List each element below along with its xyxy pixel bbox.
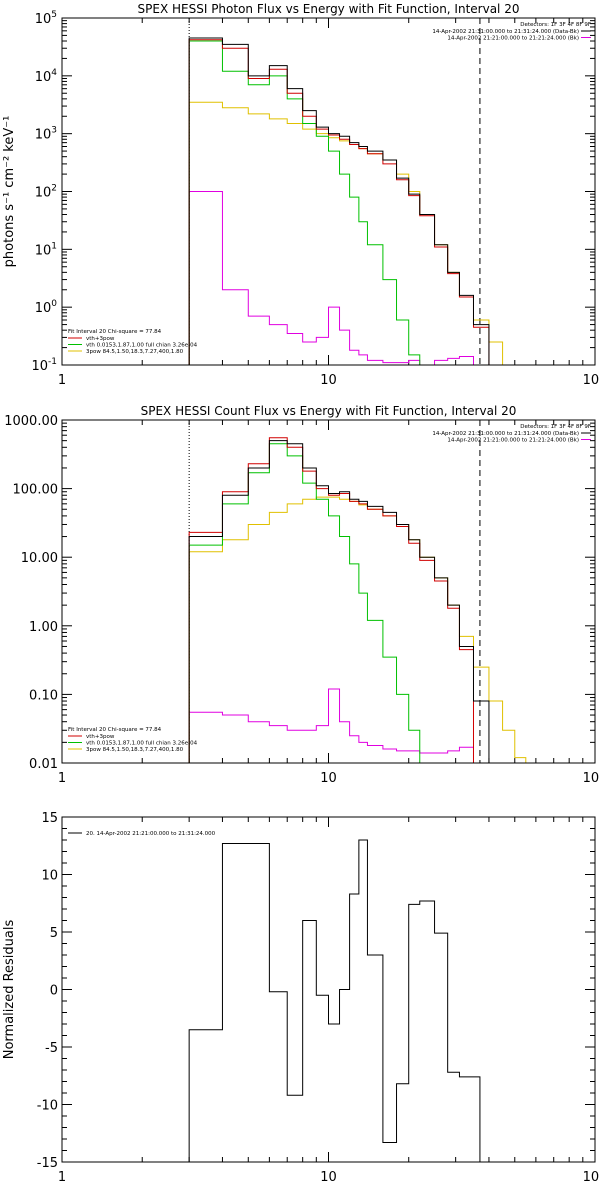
y-tick-label: 103 xyxy=(35,126,57,143)
legend-header-right: Detectors: 1F 3F 4F 8F 9F xyxy=(520,22,591,28)
legend-entry-left: vth+3pow xyxy=(86,336,115,342)
x-tick-label: 1 xyxy=(58,373,66,388)
legend-header-left: Fit Interval 20 Chi-square = 77.84 xyxy=(68,727,162,733)
chart-panel-2: SPEX HESSI Count Flux vs Energy with Fit… xyxy=(4,404,600,786)
y-tick-label: 0.10 xyxy=(29,688,58,703)
y-tick-label: 10.00 xyxy=(21,551,58,566)
series-group xyxy=(188,37,515,365)
y-tick-label: 10 xyxy=(41,869,58,884)
legend-entry-right: 14-Apr-2002 21:21:00.000 to 21:21:24.000… xyxy=(447,36,579,42)
chart-panel-1: SPEX HESSI Photon Flux vs Energy with Fi… xyxy=(2,2,600,388)
legend-entry-left: 20. 14-Apr-2002 21:21:00.000 to 21:31:24… xyxy=(86,831,216,837)
x-tick-label: 100 xyxy=(583,373,600,388)
legend-entry-left: vth+3pow xyxy=(86,734,115,740)
legend-entry-right: 14-Apr-2002 21:21:00.000 to 21:21:24.000… xyxy=(447,438,579,444)
series-line-1 xyxy=(188,839,481,1162)
x-tick-label: 1 xyxy=(58,1170,66,1185)
series-line-3 xyxy=(188,40,435,365)
x-tick-label: 10 xyxy=(320,373,337,388)
series-line-2 xyxy=(188,437,474,763)
y-tick-label: 100.00 xyxy=(13,483,59,498)
x-tick-label: 100 xyxy=(583,1170,600,1185)
y-tick-label: 15 xyxy=(41,811,58,826)
plot-frame xyxy=(61,17,596,366)
y-axis-label: Normalized Residuals xyxy=(2,920,17,1060)
x-tick-label: 10 xyxy=(320,771,337,786)
chart-title: SPEX HESSI Count Flux vs Energy with Fit… xyxy=(141,404,517,418)
legend-entry-left: vth 0.0153,1.87,1.00 full chian 3.26e-04 xyxy=(86,741,198,747)
legend-entry-right: 14-Apr-2002 21:31:00.000 to 21:31:24.000… xyxy=(432,29,579,35)
chart-panel-3: Normalized Residuals 1 10 100 -15 -10 -5 0 5 10 15… xyxy=(2,811,600,1185)
y-axis-label: photons s⁻¹ cm⁻² keV⁻¹ xyxy=(2,116,17,268)
y-tick-label: -5 xyxy=(45,1041,58,1056)
x-tick-label: 10 xyxy=(320,1170,337,1185)
series-line-5 xyxy=(188,191,474,365)
y-tick-label: 0.01 xyxy=(29,757,58,772)
legend-header-right: Detectors: 1F 3F 4F 8F 9F xyxy=(520,424,591,430)
series-line-4 xyxy=(188,496,527,763)
plot-frame xyxy=(61,816,596,1163)
x-tick-label: 1 xyxy=(58,771,66,786)
y-tick-label: -15 xyxy=(37,1156,58,1171)
y-tick-label: 5 xyxy=(50,926,58,941)
series-line-1 xyxy=(188,37,503,365)
y-tick-label: 1000.00 xyxy=(4,414,58,429)
x-tick-label: 100 xyxy=(583,771,600,786)
series-line-4 xyxy=(188,101,515,365)
series-line-3 xyxy=(188,443,435,763)
y-tick-label: 0 xyxy=(50,984,58,999)
legend-header-left: Fit Interval 20 Chi-square = 77.84 xyxy=(68,329,162,335)
y-tick-label: -10 xyxy=(37,1099,58,1114)
series-line-5 xyxy=(188,688,474,763)
legend-entry-left: 3pow 84.5,1.50,18.3,7.27,400,1.80 xyxy=(86,747,184,753)
y-tick-label: 1.00 xyxy=(29,620,58,635)
y-tick-label: 102 xyxy=(35,184,57,201)
y-tick-label: 10-1 xyxy=(31,357,57,374)
y-tick-label: 105 xyxy=(35,10,57,27)
plot-frame xyxy=(61,419,596,764)
y-tick-label: 101 xyxy=(35,241,57,258)
legend-entry-left: 3pow 84.5,1.50,18.3,7.27,400,1.80 xyxy=(86,349,184,355)
y-tick-label: 100 xyxy=(35,299,58,316)
legend-entry-left: vth 0.0153,1.87,1.00 full chian 3.26e-04 xyxy=(86,343,198,349)
legend-entry-right: 14-Apr-2002 21:31:00.000 to 21:31:24.000… xyxy=(432,431,579,437)
series-group xyxy=(188,839,481,1162)
y-tick-label: 104 xyxy=(35,68,58,85)
chart-title: SPEX HESSI Photon Flux vs Energy with Fi… xyxy=(138,2,520,16)
series-line-1 xyxy=(188,440,503,763)
series-group xyxy=(188,437,527,763)
